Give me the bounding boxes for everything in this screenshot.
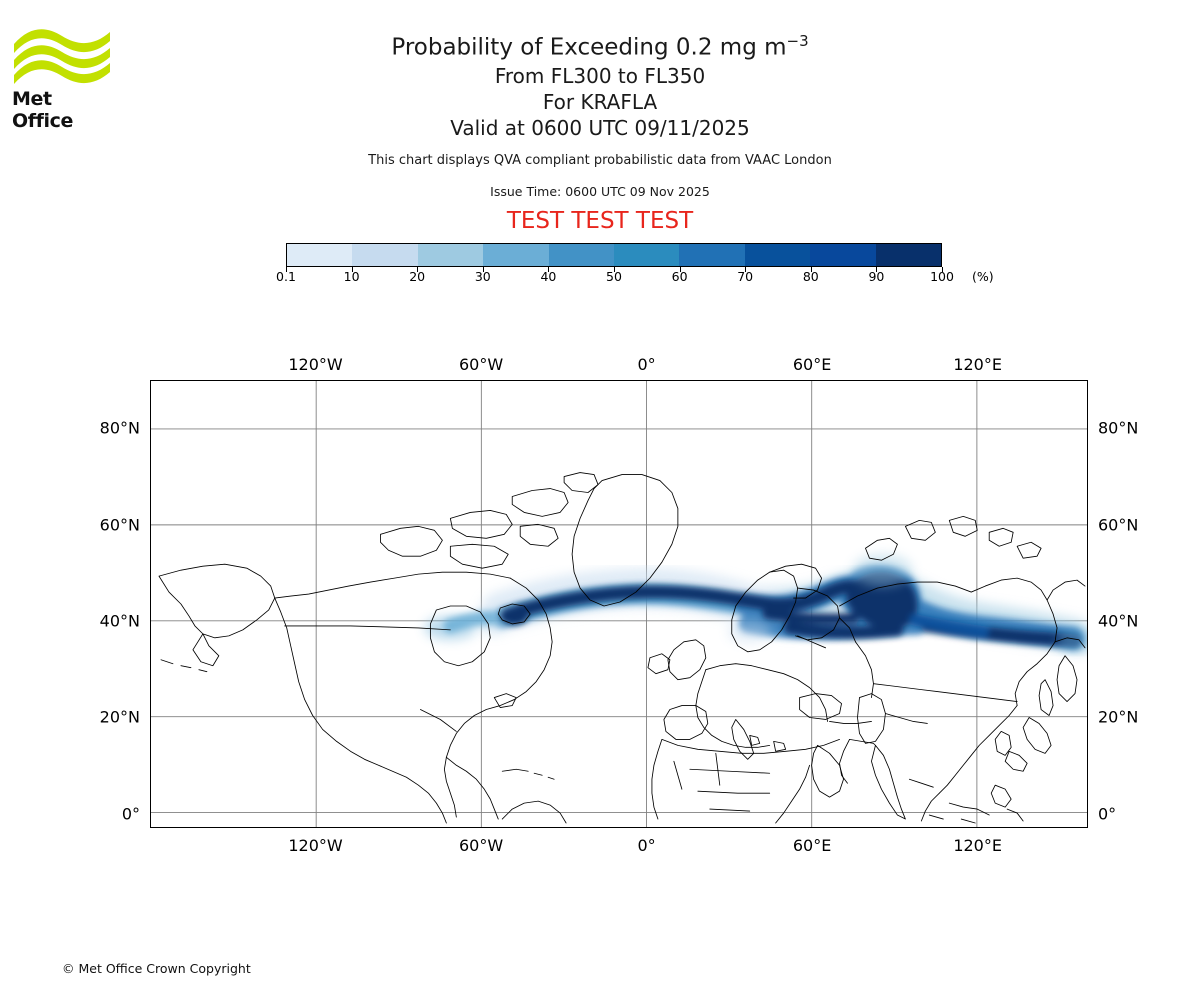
valid-time-line: Valid at 0600 UTC 09/11/2025: [450, 115, 750, 140]
x-axis-label-top-60°W: 60°W: [458, 355, 504, 374]
y-axis-label-right-20°N: 20°N: [1098, 707, 1139, 727]
colorbar-unit-label: (%): [972, 269, 994, 284]
colorbar-swatch-4: [548, 244, 615, 266]
y-axis-label-right-40°N: 40°N: [1098, 611, 1139, 631]
colorbar-tick-10: [351, 267, 353, 272]
colorbar-swatch-9: [875, 244, 942, 266]
page-title-text: Probability of Exceeding 0.2 mg m: [391, 34, 787, 61]
colorbar-tick-label-60: 60: [671, 269, 688, 284]
colorbar-tick-label-0.1: 0.1: [276, 269, 296, 284]
colorbar-tick-label-70: 70: [737, 269, 754, 284]
x-axis-label-bottom-60°W: 60°W: [458, 836, 504, 855]
y-axis-label-right-80°N: 80°N: [1098, 418, 1139, 438]
colorbar-swatch-0: [287, 244, 353, 266]
page-title: Probability of Exceeding 0.2 mg m−3: [0, 26, 1200, 63]
y-axis-label-left-40°N: 40°N: [99, 611, 140, 631]
flight-level-line: From FL300 to FL350: [494, 63, 706, 88]
x-axis-label-bottom-120°W: 120°W: [288, 836, 343, 855]
y-axis-label-right-60°N: 60°N: [1098, 515, 1139, 535]
colorbar-tick-0.1: [286, 267, 287, 272]
colorbar-tick-80: [810, 267, 812, 272]
qva-note: This chart displays QVA compliant probab…: [368, 152, 832, 168]
x-axis-label-top-120°W: 120°W: [288, 355, 343, 374]
met-office-logo: Met Office: [12, 24, 112, 132]
probability-colorbar: [286, 243, 942, 267]
colorbar-tick-label-90: 90: [868, 269, 885, 284]
colorbar-tick-30: [482, 267, 484, 272]
colorbar-swatch-3: [483, 244, 549, 266]
colorbar-tick-40: [548, 267, 550, 272]
copyright-notice: © Met Office Crown Copyright: [62, 961, 251, 976]
y-axis-label-left-20°N: 20°N: [99, 707, 140, 727]
y-axis-label-left-80°N: 80°N: [99, 418, 140, 438]
colorbar-tick-labels: 0.1 10 20 30 40 50 60 70 80 90 100: [276, 269, 954, 287]
colorbar-tick-label-30: 30: [474, 269, 491, 284]
coastlines: [158, 472, 1086, 824]
ash-plume-overlay: [424, 554, 1087, 653]
colorbar-tick-20: [417, 267, 419, 272]
x-axis-label-top-60°E: 60°E: [792, 355, 832, 374]
colorbar-tick-60: [679, 267, 681, 272]
colorbar-tick-70: [745, 267, 747, 272]
colorbar-tick-label-80: 80: [802, 269, 819, 284]
colorbar-swatch-7: [744, 244, 811, 266]
colorbar-tick-label-50: 50: [606, 269, 622, 284]
colorbar-tick-50: [614, 267, 615, 272]
test-banner: TEST TEST TEST: [506, 207, 694, 234]
colorbar-swatches: [286, 243, 942, 267]
page-title-exponent: −3: [786, 32, 809, 50]
x-axis-label-bottom-0°: 0°: [637, 836, 656, 855]
colorbar-tick-90: [876, 267, 878, 272]
volcano-line: For KRAFLA: [542, 89, 658, 114]
colorbar-swatch-1: [352, 244, 418, 266]
x-axis-label-bottom-60°E: 60°E: [792, 836, 832, 855]
colorbar-tick-label-10: 10: [343, 269, 360, 284]
y-axis-label-left-0°: 0°: [121, 804, 140, 824]
colorbar-swatch-6: [679, 244, 745, 266]
colorbar-swatch-2: [417, 244, 484, 266]
y-axis-label-left-60°N: 60°N: [99, 515, 140, 535]
y-axis-label-right-0°: 0°: [1098, 804, 1117, 824]
met-office-logo-text: Met Office: [12, 88, 73, 132]
colorbar-tick-label-40: 40: [540, 269, 557, 284]
issue-time: Issue Time: 0600 UTC 09 Nov 2025: [490, 183, 710, 199]
colorbar-tick-label-100: 100: [930, 269, 954, 284]
colorbar-ticks: [286, 267, 943, 273]
world-map-plot: [150, 380, 1088, 828]
x-axis-label-top-120°E: 120°E: [953, 355, 1002, 374]
x-axis-label-bottom-120°E: 120°E: [953, 836, 1002, 855]
colorbar-tick-100: [942, 267, 943, 272]
met-office-wave-icon: [14, 29, 110, 84]
chart-title-block: Probability of Exceeding 0.2 mg m−3 From…: [0, 26, 1200, 235]
colorbar-swatch-5: [614, 244, 680, 266]
map-canvas: [151, 381, 1087, 827]
colorbar-tick-label-20: 20: [409, 269, 426, 284]
x-axis-label-top-0°: 0°: [637, 355, 656, 374]
colorbar-swatch-8: [810, 244, 876, 266]
